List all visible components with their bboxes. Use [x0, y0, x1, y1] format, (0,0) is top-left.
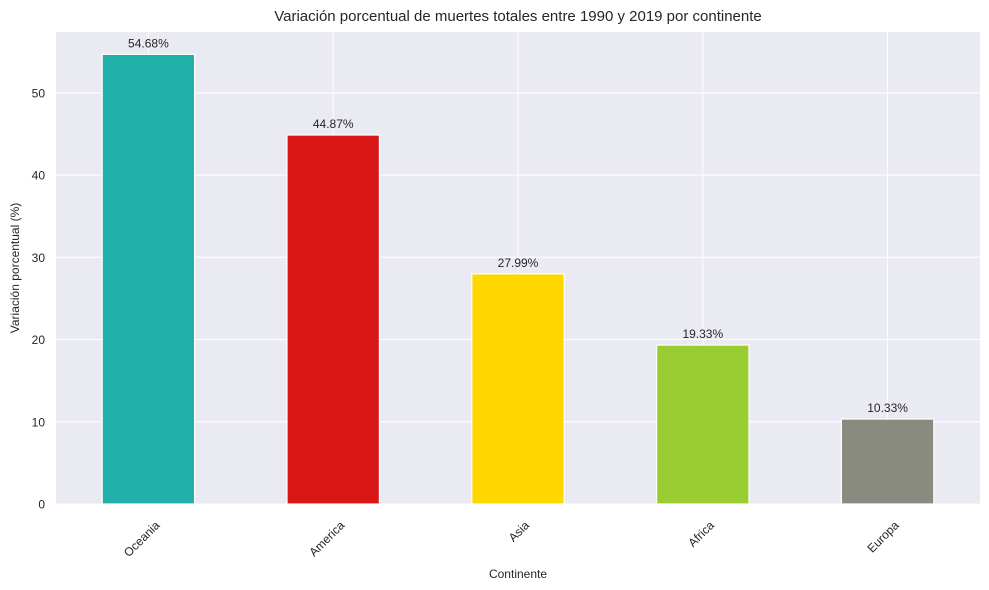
data-label: 44.87% — [313, 117, 354, 131]
y-axis-label: Variación porcentual (%) — [8, 203, 22, 334]
y-axis-ticks: 0 10 20 30 40 50 — [32, 86, 46, 511]
data-labels: 54.68% 44.87% 27.99% 19.33% 10.33% — [128, 36, 908, 415]
bar-africa — [655, 344, 750, 505]
x-tick-label: America — [306, 518, 347, 559]
y-tick-label: 40 — [32, 169, 46, 183]
bar-asia — [471, 273, 565, 505]
x-tick-label: Asia — [506, 518, 533, 545]
y-tick-label: 20 — [32, 333, 46, 347]
bar-europa — [840, 418, 935, 505]
data-label: 19.33% — [682, 327, 723, 341]
y-tick-label: 30 — [32, 251, 46, 265]
x-tick-label: Oceania — [121, 518, 163, 560]
x-axis-label: Continente — [489, 567, 547, 581]
y-tick-label: 50 — [32, 86, 46, 100]
data-label: 10.33% — [867, 401, 908, 415]
data-label: 54.68% — [128, 36, 169, 50]
bar-oceania — [101, 53, 196, 505]
chart-title: Variación porcentual de muertes totales … — [274, 8, 762, 25]
y-tick-label: 0 — [38, 498, 45, 512]
y-tick-label: 10 — [32, 415, 46, 429]
x-axis-ticks: Oceania America Asia Africa Europa — [121, 518, 902, 560]
bar-america — [286, 134, 381, 505]
x-tick-label: Africa — [685, 518, 717, 550]
data-label: 27.99% — [498, 256, 539, 270]
bars — [101, 53, 935, 505]
x-tick-label: Europa — [864, 518, 901, 555]
